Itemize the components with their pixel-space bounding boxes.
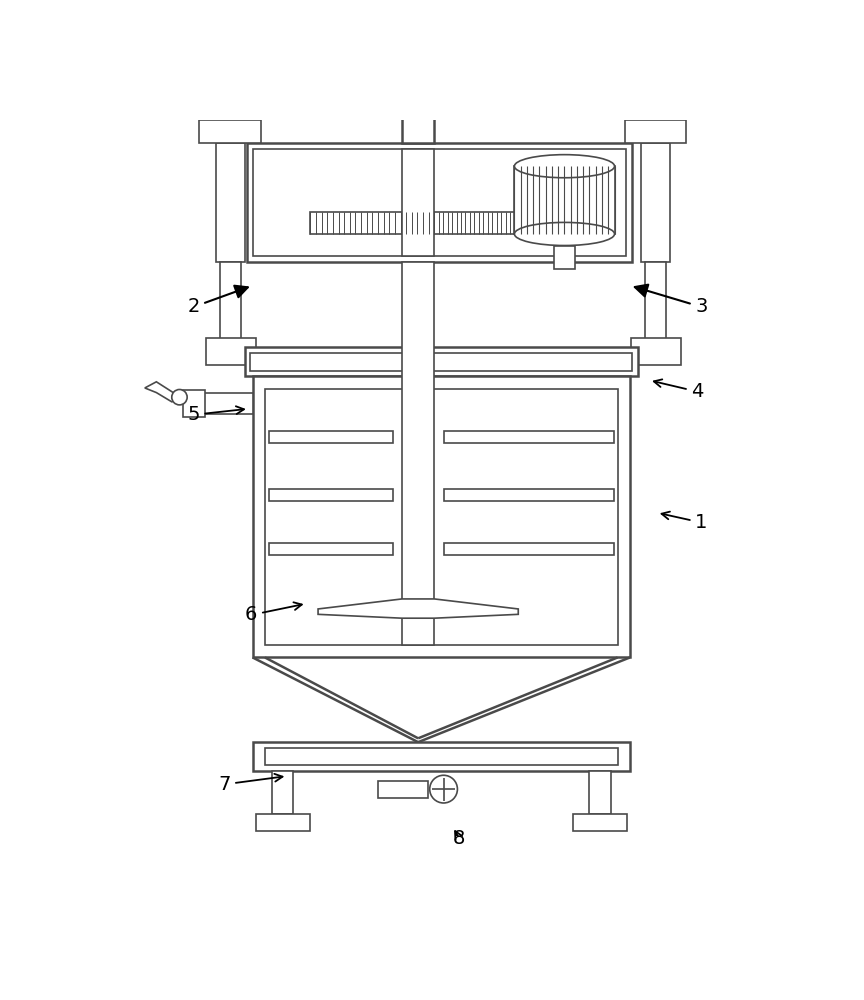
Text: 1: 1 [662, 512, 708, 532]
Bar [265, 389, 618, 645]
Text: 6: 6 [245, 602, 302, 624]
Bar [200, 120, 261, 143]
Ellipse shape [514, 155, 614, 178]
Text: 8: 8 [453, 829, 465, 848]
Polygon shape [318, 599, 518, 618]
Bar [631, 338, 681, 365]
Bar [443, 431, 613, 443]
Bar [398, 84, 438, 101]
Bar [514, 166, 614, 234]
Bar [402, 149, 435, 256]
Bar [269, 543, 393, 555]
Bar [435, 212, 514, 234]
Text: 7: 7 [218, 774, 283, 794]
Bar [641, 143, 670, 262]
Bar [269, 489, 393, 501]
Bar [443, 543, 613, 555]
Bar [183, 389, 205, 417]
Bar [625, 120, 686, 143]
Bar [573, 814, 626, 831]
Bar [402, 262, 435, 645]
Bar [443, 489, 613, 501]
Text: 4: 4 [654, 379, 704, 401]
Bar [206, 338, 256, 365]
Bar [251, 353, 632, 371]
Circle shape [172, 389, 187, 405]
Bar [645, 262, 666, 351]
Bar [265, 748, 618, 765]
Text: 2: 2 [187, 286, 248, 316]
Bar [252, 742, 630, 771]
Circle shape [429, 775, 457, 803]
Bar [310, 212, 435, 234]
Bar [247, 143, 632, 262]
Bar [402, 101, 435, 143]
Bar [202, 393, 252, 414]
Ellipse shape [514, 222, 614, 246]
Bar [272, 771, 294, 814]
Bar [269, 431, 393, 443]
Polygon shape [145, 382, 180, 402]
Bar [253, 149, 626, 256]
Bar [256, 814, 309, 831]
Text: 3: 3 [635, 285, 708, 316]
Text: 5: 5 [187, 405, 244, 424]
Bar [554, 246, 575, 269]
Bar [216, 143, 245, 262]
Bar [589, 771, 611, 814]
Bar [245, 347, 638, 376]
Bar [252, 376, 630, 657]
Bar [378, 781, 429, 798]
Bar [219, 262, 241, 351]
